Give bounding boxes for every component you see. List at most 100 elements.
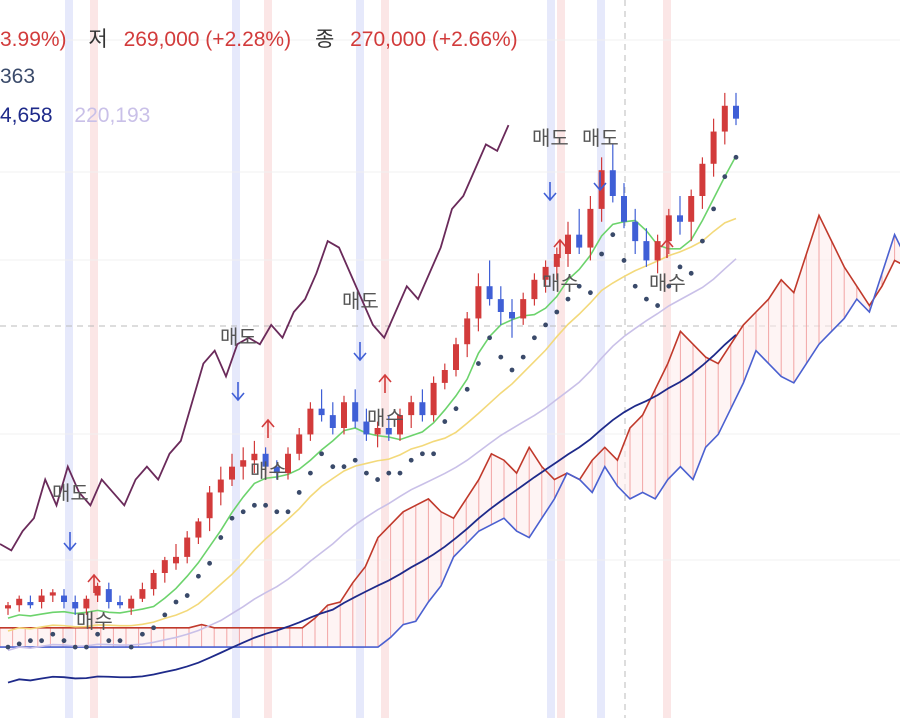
candle-body	[542, 266, 549, 280]
signal-label-buy: 매수	[542, 271, 579, 295]
buy-arrow-icon	[660, 238, 674, 258]
psar-dot	[420, 451, 425, 457]
candle-body	[251, 453, 258, 461]
candle-body	[61, 595, 67, 602]
ichimoku-cloud	[0, 213, 900, 648]
low-label: 저	[88, 28, 108, 51]
candle-body	[497, 299, 504, 312]
signal-label-sell: 매도	[532, 126, 569, 150]
psar-dot	[50, 631, 56, 637]
indicator-lines	[0, 124, 737, 684]
psar-dot	[364, 470, 369, 476]
candle-body	[486, 286, 493, 300]
signal-label-buy: 매수	[367, 406, 404, 430]
psar-dot	[677, 264, 683, 270]
psar-dot	[554, 309, 560, 315]
psar-dot	[140, 631, 145, 637]
candle-body	[128, 598, 135, 609]
ma-light-value: 220,193	[74, 104, 151, 127]
candle-body	[173, 556, 179, 564]
psar-dot	[330, 464, 336, 470]
candle-body	[699, 163, 706, 196]
candle-body	[441, 370, 448, 383]
signal-band	[232, 0, 240, 718]
candle-body	[621, 196, 627, 222]
psar-dot	[240, 509, 246, 515]
candle-body	[408, 402, 415, 416]
ma-long-line	[7, 334, 737, 684]
candle-body	[576, 234, 583, 248]
psar-dot	[431, 451, 436, 457]
candle-body	[688, 196, 695, 222]
signal-label-sell: 매도	[52, 481, 89, 505]
psar-dot	[274, 509, 280, 515]
ma-row: 4,658 220,193	[0, 104, 150, 128]
candle-body	[430, 382, 437, 416]
candle-body	[27, 602, 34, 606]
psar-dot	[184, 593, 190, 598]
candle-body	[419, 402, 426, 416]
psar-dot	[644, 296, 649, 302]
candle-body	[453, 344, 459, 370]
candle-body	[83, 598, 90, 609]
psar-dot	[509, 367, 515, 373]
psar-dot	[39, 638, 44, 644]
psar-dot	[632, 283, 638, 289]
candle-body	[397, 415, 403, 435]
candle-body	[609, 170, 616, 196]
candle-body	[509, 312, 515, 319]
signal-band	[663, 0, 671, 718]
signal-label-buy: 매수	[649, 271, 686, 295]
candle-body	[565, 234, 571, 254]
psar-dot	[442, 419, 448, 424]
psar-dot	[453, 406, 459, 412]
psar-dot	[610, 232, 616, 238]
psar-dot	[688, 270, 694, 276]
candle-body	[262, 453, 269, 467]
psar-dot	[207, 560, 213, 566]
candle-body	[677, 215, 683, 222]
candle-body	[553, 254, 560, 267]
cloud-fill	[0, 215, 900, 648]
candle-body	[72, 602, 79, 609]
psar-dot	[162, 612, 168, 618]
candle-body	[733, 105, 739, 119]
signal-band	[264, 0, 272, 718]
candle-body	[598, 170, 605, 209]
candle-body	[117, 602, 123, 606]
senkou-span-a	[0, 213, 900, 629]
kijun-line	[7, 217, 737, 632]
candle-body	[385, 428, 392, 435]
psar-dot	[28, 638, 33, 644]
sell-arrow-icon	[63, 532, 77, 552]
low-value: 269,000 (+2.28%)	[123, 28, 292, 51]
psar-dot	[5, 644, 11, 650]
psar-dot	[263, 502, 268, 508]
candle-body	[16, 598, 23, 606]
candle-body	[374, 428, 381, 435]
candle-body	[38, 595, 45, 602]
psar-dot	[61, 638, 67, 644]
parabolic-sar	[5, 154, 739, 650]
close-label: 종	[314, 28, 335, 51]
buy-arrow-icon	[378, 373, 392, 393]
psar-dot	[229, 515, 235, 521]
psar-dot	[588, 290, 593, 296]
psar-dot	[218, 535, 224, 540]
psar-dot	[308, 470, 313, 476]
candle-body	[464, 318, 471, 345]
psar-dot	[722, 174, 728, 180]
psar-dot	[476, 361, 481, 366]
sell-arrow-icon	[231, 382, 245, 402]
candle-body	[49, 592, 56, 596]
candle-body	[721, 105, 728, 132]
candle-body	[206, 492, 213, 519]
candle-body	[285, 453, 291, 474]
candles	[5, 92, 739, 615]
buy-arrow-icon	[87, 573, 101, 593]
signal-label-buy: 매수	[250, 459, 287, 483]
tenkan-line	[7, 155, 737, 619]
psar-dot	[599, 251, 604, 257]
